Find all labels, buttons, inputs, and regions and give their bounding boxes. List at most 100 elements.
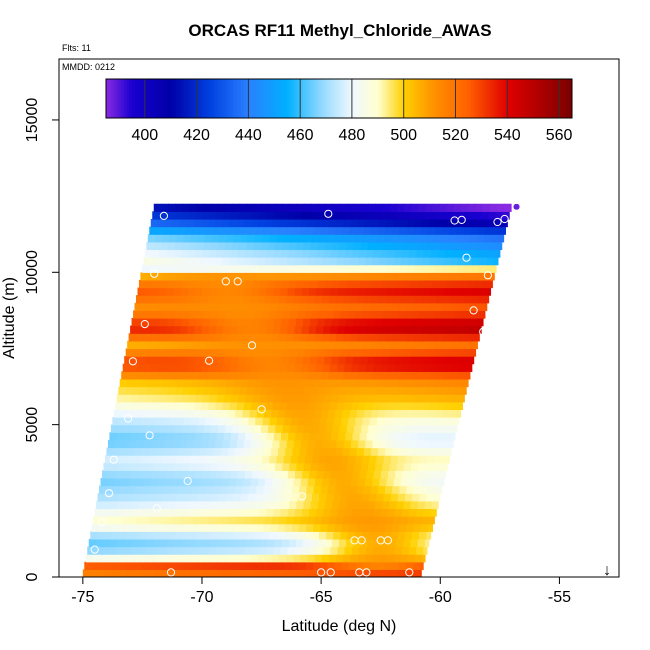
heatmap-cell [115, 439, 123, 449]
heatmap-cell [246, 386, 255, 395]
heatmap-cell [355, 340, 364, 350]
heatmap-cell [148, 340, 157, 350]
heatmap-cell [114, 554, 123, 563]
heatmap-cell [287, 325, 296, 334]
heatmap-cell [170, 485, 179, 494]
heatmap-cell [236, 257, 245, 266]
heatmap-cell [183, 455, 192, 464]
heatmap-cell [420, 523, 429, 532]
heatmap-cell [292, 264, 300, 273]
heatmap-cell [219, 493, 227, 502]
heatmap-cell [465, 218, 474, 228]
heatmap-cell [436, 333, 444, 342]
heatmap-cell [480, 287, 489, 296]
heatmap-cell [414, 516, 423, 525]
heatmap-cell [152, 394, 161, 403]
colorbar-swatch [556, 79, 560, 118]
heatmap-cell [188, 318, 197, 327]
heatmap-cell [255, 340, 264, 350]
colorbar-swatch [408, 79, 412, 118]
heatmap-cell [329, 516, 337, 525]
heatmap-cell [273, 249, 282, 258]
heatmap-cell [347, 310, 356, 319]
heatmap-cell [234, 485, 243, 494]
heatmap-cell [326, 272, 335, 281]
heatmap-cell [365, 257, 373, 266]
heatmap-cell [227, 226, 236, 235]
heatmap-cell [157, 257, 166, 266]
heatmap-cell [323, 287, 332, 296]
heatmap-cell [452, 394, 461, 403]
heatmap-cell [365, 363, 374, 372]
heatmap-cell [393, 516, 402, 525]
heatmap-cell [247, 310, 256, 319]
heatmap-cell [256, 447, 265, 456]
heatmap-cell [358, 218, 366, 228]
heatmap-cell [440, 310, 449, 319]
heatmap-cell [137, 546, 146, 555]
colorbar-frame [105, 78, 573, 119]
heatmap-cell [262, 234, 270, 243]
heatmap-cell [441, 417, 449, 426]
heatmap-cell [190, 493, 199, 502]
heatmap-cell [412, 234, 421, 243]
heatmap-cell [212, 378, 221, 388]
heatmap-cell [151, 325, 160, 334]
heatmap-cell [130, 508, 139, 517]
heatmap-cell [172, 363, 181, 372]
heatmap-cell [368, 569, 377, 577]
heatmap-cell [122, 439, 130, 449]
heatmap-cell [340, 455, 349, 464]
heatmap-cell [386, 401, 395, 411]
heatmap-cell [240, 531, 249, 540]
heatmap-cell [398, 417, 407, 426]
colorbar-swatch [144, 79, 148, 118]
heatmap-cell [235, 554, 244, 563]
heatmap-cell [452, 432, 456, 441]
heatmap-cell [226, 455, 235, 464]
sample-point [121, 321, 130, 330]
heatmap-cell [456, 264, 465, 273]
heatmap-cell [394, 363, 403, 372]
heatmap-cell [423, 470, 432, 479]
heatmap-cell [238, 318, 247, 327]
heatmap-cell [220, 523, 229, 532]
heatmap-cell [143, 477, 152, 487]
heatmap-cell [398, 561, 407, 570]
heatmap-cell [146, 462, 155, 471]
heatmap-cell [273, 546, 281, 555]
colorbar-swatch [274, 79, 278, 118]
colorbar-swatch [173, 79, 177, 118]
heatmap-cell [446, 462, 449, 471]
heatmap-cell [154, 310, 163, 319]
heatmap-cell [396, 203, 405, 212]
heatmap-cell [289, 241, 298, 251]
heatmap-cell [204, 348, 213, 357]
heatmap-cell [150, 439, 159, 449]
colorbar-swatch [411, 79, 415, 118]
heatmap-cell [333, 493, 342, 502]
colorbar-swatch [263, 79, 268, 118]
heatmap-cell [413, 226, 422, 235]
heatmap-cell [252, 356, 261, 365]
heatmap-cell [284, 561, 293, 570]
heatmap-cell [419, 417, 428, 426]
heatmap-cell [387, 325, 396, 334]
heatmap-cell [408, 401, 417, 411]
heatmap-cell [266, 211, 275, 220]
heatmap-cell [260, 241, 269, 251]
heatmap-cell [132, 569, 141, 577]
heatmap-cell [173, 546, 181, 555]
heatmap-cell [211, 310, 220, 319]
heatmap-cell [223, 211, 232, 220]
sample-point [140, 320, 149, 329]
heatmap-cell [204, 569, 213, 577]
heatmap-cell [238, 432, 246, 441]
heatmap-cell [356, 447, 365, 456]
heatmap-cell [152, 356, 161, 365]
heatmap-cell [396, 462, 405, 471]
heatmap-cell [484, 302, 488, 311]
heatmap-cell [248, 378, 257, 388]
heatmap-cell [303, 318, 311, 327]
heatmap-cell [405, 417, 414, 426]
